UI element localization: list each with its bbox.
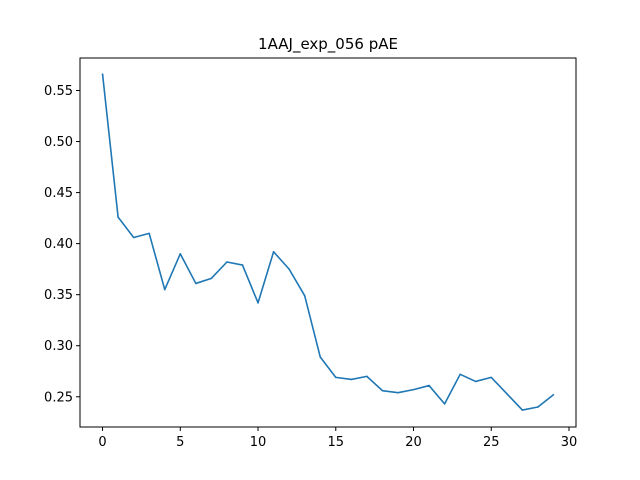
data-point: [163, 288, 166, 291]
data-point: [148, 232, 150, 235]
data-point: [195, 282, 197, 285]
data-point: [428, 384, 430, 387]
data-point: [506, 392, 508, 395]
data-point: [397, 391, 399, 394]
y-tick-label: 0.55: [44, 84, 73, 99]
series-layer: [101, 73, 555, 411]
data-point: [521, 409, 524, 411]
data-point: [179, 253, 182, 255]
x-tick-label: 0: [98, 435, 106, 450]
x-tick-label: 5: [176, 435, 184, 450]
y-tick-label: 0.45: [44, 186, 73, 201]
data-point: [117, 216, 119, 218]
data-point: [334, 376, 337, 379]
data-point: [552, 393, 555, 396]
data-point: [132, 236, 135, 239]
x-axis: 0 5 10 15 20 25 30: [98, 427, 577, 450]
y-tick-label: 0.30: [44, 339, 73, 354]
data-point: [459, 373, 461, 376]
x-tick-label: 10: [250, 435, 267, 450]
series-line: [101, 74, 554, 411]
data-point: [272, 250, 275, 253]
data-point: [443, 403, 446, 405]
data-point: [381, 389, 384, 392]
data-point: [226, 261, 228, 263]
y-tick-label: 0.35: [44, 288, 73, 303]
data-point: [101, 73, 104, 75]
data-point: [490, 376, 493, 379]
data-point: [288, 268, 290, 270]
x-tick-label: 15: [328, 435, 345, 450]
data-point: [412, 388, 415, 391]
y-tick-label: 0.25: [44, 390, 73, 405]
data-point: [474, 380, 477, 383]
x-tick-label: 25: [483, 435, 500, 450]
chart-title: 1AAJ_exp_056 pAE: [258, 35, 398, 54]
plot-frame: [79, 57, 577, 428]
data-point: [241, 264, 244, 266]
y-axis: 0.25 0.30 0.35 0.40 0.45 0.50 0.55: [44, 84, 80, 405]
data-point: [350, 378, 353, 381]
data-point: [537, 406, 539, 408]
y-tick-label: 0.40: [44, 237, 73, 252]
y-tick-label: 0.50: [44, 135, 73, 150]
x-tick-label: 30: [561, 435, 578, 450]
data-point: [210, 277, 213, 280]
data-point: [257, 302, 259, 304]
data-point: [303, 294, 306, 297]
data-point: [366, 375, 368, 378]
x-tick-label: 20: [405, 435, 422, 450]
data-point: [319, 356, 322, 358]
